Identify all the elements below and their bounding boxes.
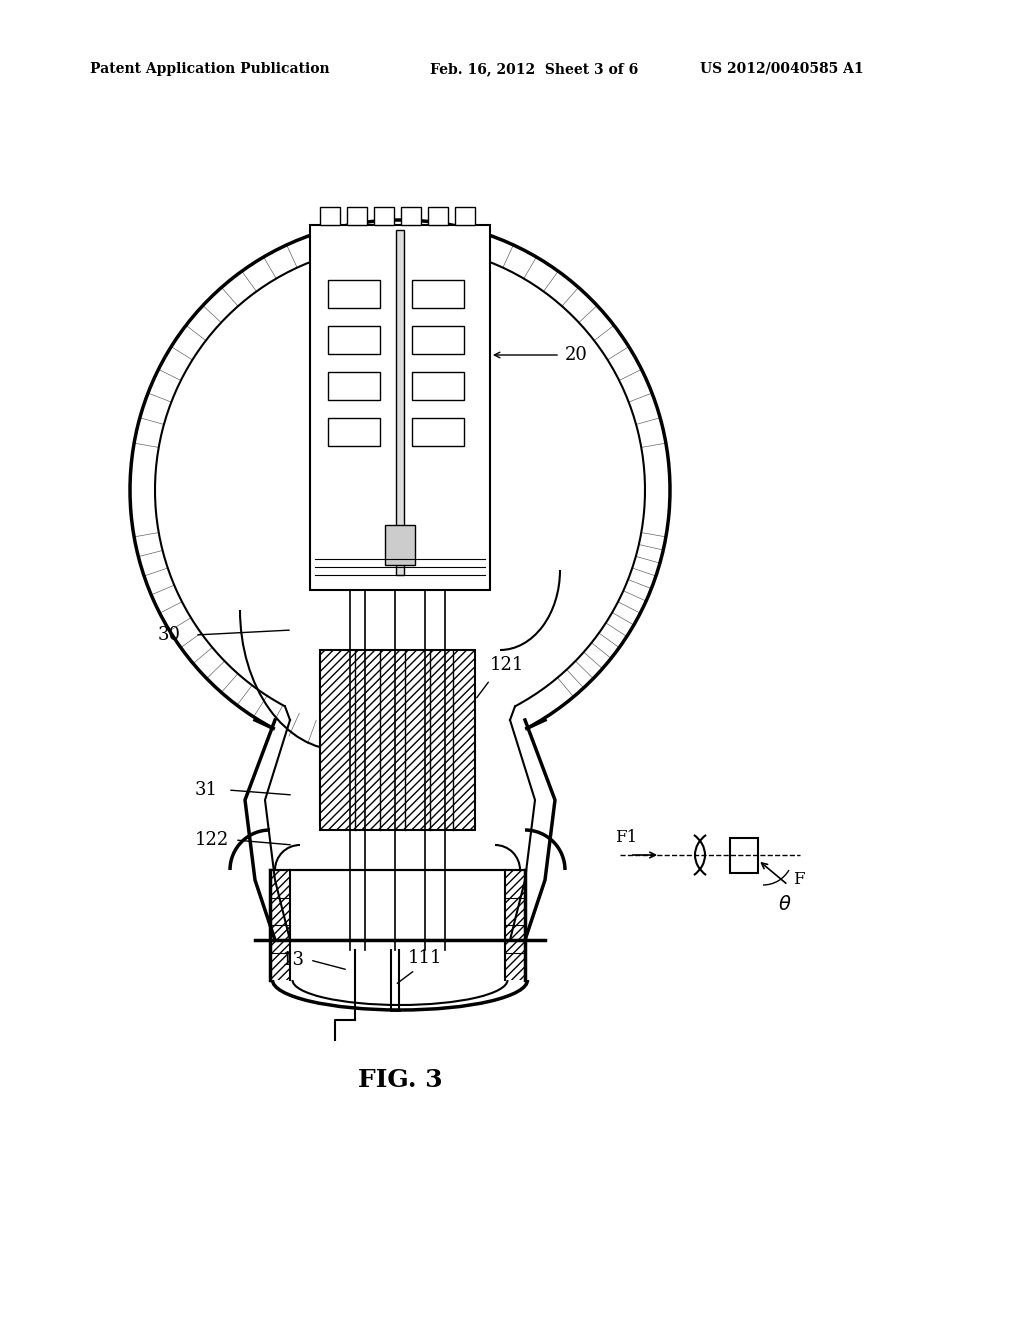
Bar	[412, 372, 464, 400]
Bar	[401, 207, 421, 224]
Bar	[412, 280, 464, 308]
Bar	[319, 649, 475, 830]
Bar	[328, 326, 380, 354]
Text: US 2012/0040585 A1: US 2012/0040585 A1	[700, 62, 863, 77]
Bar	[385, 525, 415, 565]
Bar	[310, 224, 490, 590]
Bar	[319, 649, 475, 830]
Text: Patent Application Publication: Patent Application Publication	[90, 62, 330, 77]
Bar	[396, 230, 404, 576]
Text: 13: 13	[282, 950, 305, 969]
Bar	[374, 207, 394, 224]
Bar	[328, 418, 380, 446]
Bar	[328, 372, 380, 400]
Bar	[270, 870, 290, 979]
Text: 121: 121	[490, 656, 524, 675]
Text: 111: 111	[408, 949, 442, 968]
Text: F1: F1	[615, 829, 637, 846]
Bar	[328, 280, 380, 308]
Bar	[347, 207, 367, 224]
Bar	[455, 207, 475, 224]
Text: 30: 30	[158, 626, 181, 644]
Bar	[505, 870, 525, 979]
Text: 122: 122	[195, 832, 229, 849]
Text: F: F	[793, 871, 805, 888]
Bar	[412, 418, 464, 446]
Bar	[730, 837, 758, 873]
Text: FIG. 3: FIG. 3	[357, 1068, 442, 1092]
Bar	[319, 207, 340, 224]
Text: Feb. 16, 2012  Sheet 3 of 6: Feb. 16, 2012 Sheet 3 of 6	[430, 62, 638, 77]
Text: 31: 31	[195, 781, 218, 799]
Bar	[412, 326, 464, 354]
Text: $\theta$: $\theta$	[778, 895, 792, 915]
Text: 20: 20	[565, 346, 588, 364]
Bar	[428, 207, 449, 224]
